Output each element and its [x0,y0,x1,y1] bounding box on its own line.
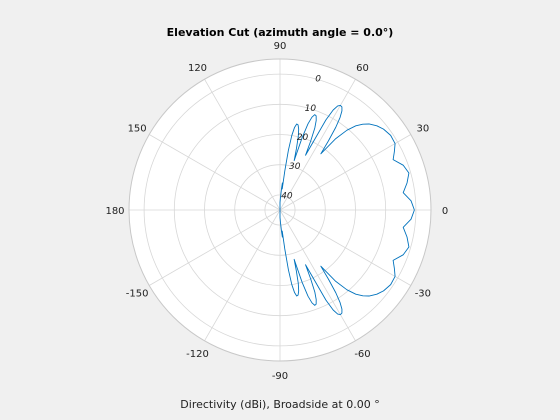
radial-tick-labels: 0 10 20 30 40 [281,75,321,202]
angle-tick-label: -60 [354,349,370,360]
angular-grid-spoke [279,209,356,341]
pattern-layer [279,104,415,316]
angle-tick-label: 150 [128,124,147,135]
angle-tick-label: 120 [188,63,207,74]
angle-tick-label: -30 [415,289,431,300]
angular-grid-spoke [279,209,411,286]
radial-tick-label: 20 [297,133,309,143]
angular-grid-spoke [149,209,281,286]
angular-grid-spoke [279,134,411,211]
angle-tick-label: 30 [417,124,430,135]
angular-grid-spoke [149,134,281,211]
radial-tick-label: 40 [281,191,293,201]
angle-tick-label: 90 [274,41,287,52]
angle-tick-label: 0 [442,206,448,217]
angle-tick-label: -150 [126,289,149,300]
directivity-pattern-line [279,104,415,316]
angle-tick-label: -120 [186,349,209,360]
angular-grid-spoke [204,209,281,341]
angle-tick-label: 180 [105,206,124,217]
chart-caption: Directivity (dBi), Broadside at 0.00 ° [180,398,380,411]
polar-boundary [128,58,432,362]
chart-title: Elevation Cut (azimuth angle = 0.0°) [166,26,394,39]
angle-tick-label: 60 [356,63,369,74]
angular-grid-spoke [204,79,281,211]
radial-tick-label: 10 [305,104,317,114]
radial-tick-label: 0 [315,75,321,85]
angular-grid-spoke [279,79,356,211]
radial-tick-label: 30 [289,162,301,172]
angle-tick-labels: 0 30 60 90 120 150 180 -150 -120 -90 -60 -30 [105,41,448,382]
angle-tick-label: -90 [272,371,288,382]
